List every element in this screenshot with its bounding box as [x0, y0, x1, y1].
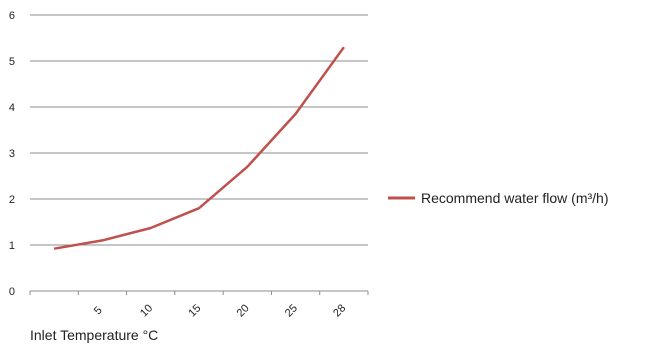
y-tick-label: 0 — [9, 286, 15, 298]
x-tick-label: 10 — [138, 302, 155, 319]
legend: Recommend water flow (m³/h) — [388, 190, 609, 206]
gridlines — [30, 14, 368, 292]
y-tick-label: 4 — [9, 102, 15, 114]
x-tick-label: 25 — [283, 302, 300, 319]
y-tick-label: 3 — [9, 148, 15, 160]
x-axis-ticks: 5 10 15 20 25 28 — [29, 291, 369, 319]
y-tick-label: 1 — [9, 240, 15, 252]
y-tick-label: 2 — [9, 194, 15, 206]
legend-label: Recommend water flow (m³/h) — [421, 190, 609, 206]
x-tick-label: 28 — [331, 302, 348, 319]
y-tick-label: 5 — [9, 56, 15, 68]
x-tick-label: 5 — [92, 304, 105, 317]
x-tick-label: 15 — [186, 302, 203, 319]
y-axis-ticks: 0 1 2 3 4 5 6 — [9, 10, 15, 298]
y-tick-label: 6 — [9, 10, 15, 22]
series-lines — [53, 46, 345, 250]
x-axis-title: Inlet Temperature °C — [30, 327, 158, 343]
x-tick-label: 20 — [235, 302, 252, 319]
series-line — [53, 46, 345, 250]
